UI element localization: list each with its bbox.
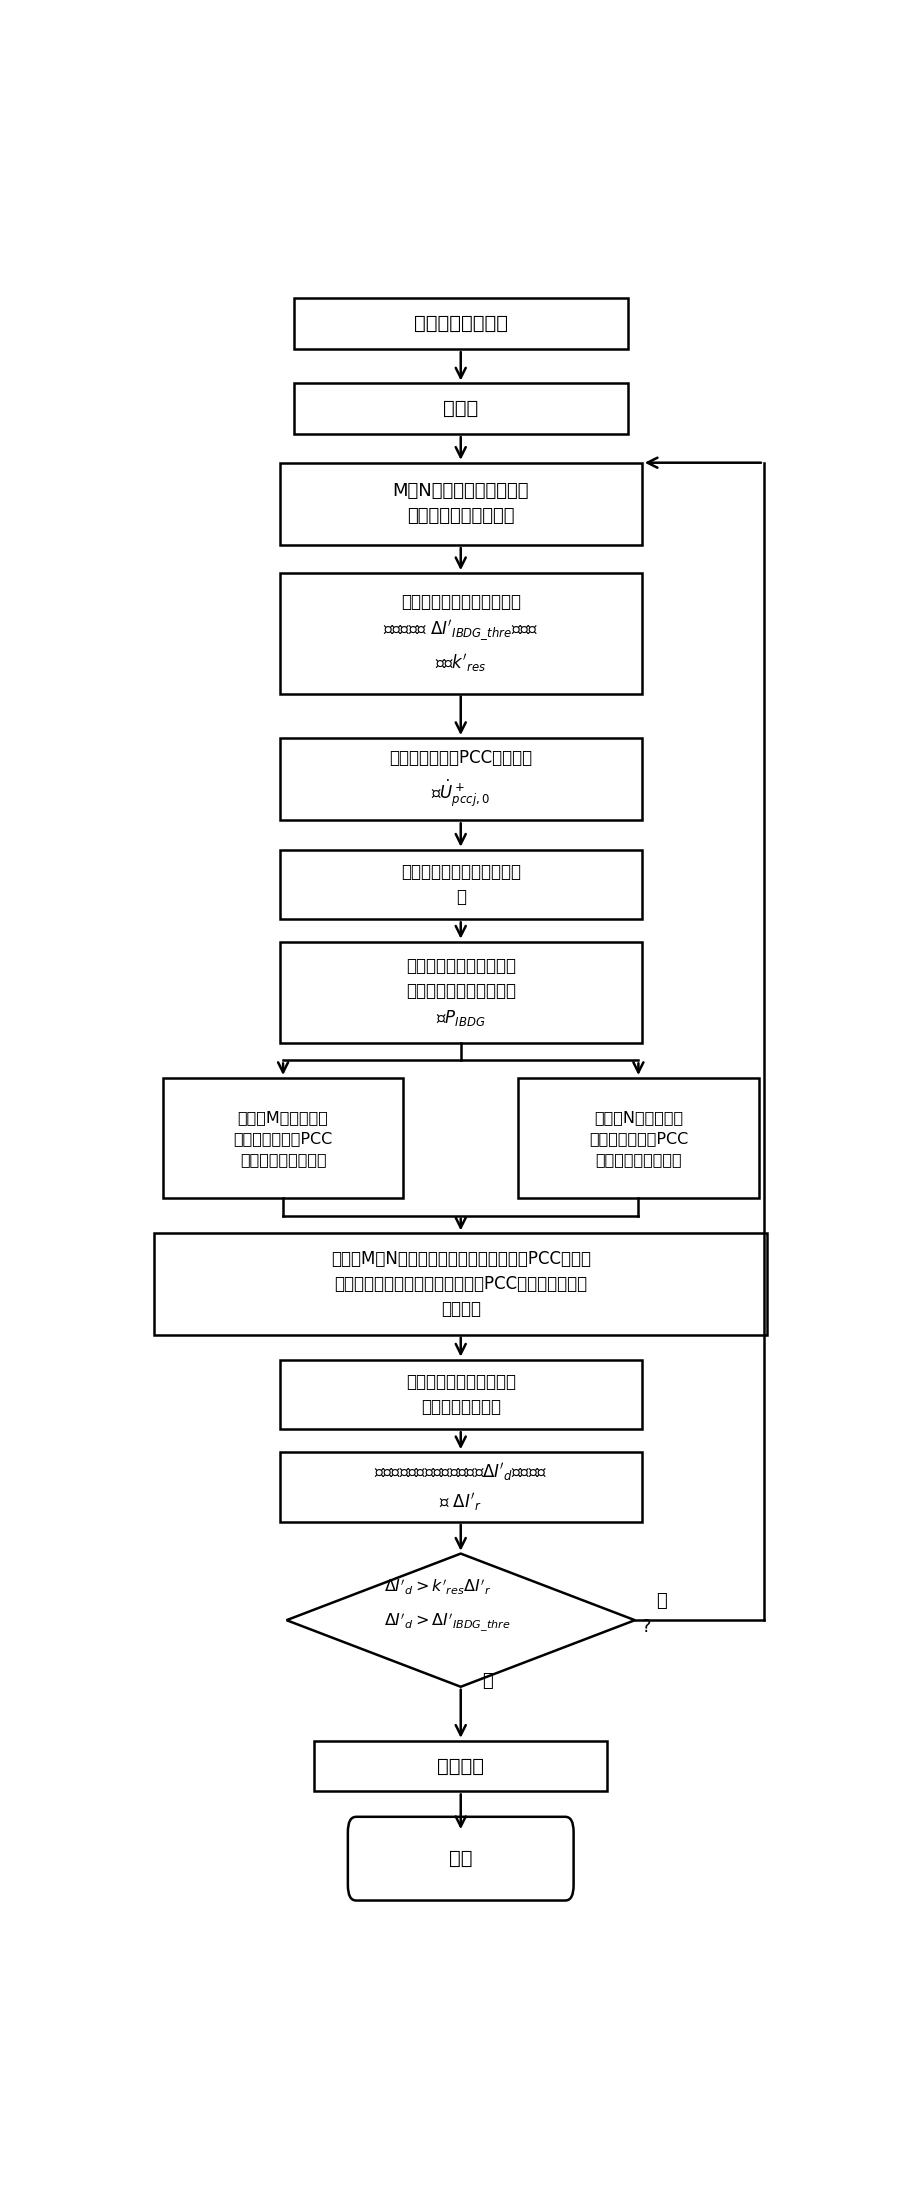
Bar — [315, 1740, 607, 1792]
Text: 结束: 结束 — [449, 1849, 473, 1869]
Text: 由母线M处的继电保
护装置推导出各PCC
的故障分量正序电压: 由母线M处的继电保 护装置推导出各PCC 的故障分量正序电压 — [234, 1109, 333, 1166]
Text: 否: 否 — [656, 1593, 666, 1610]
Bar — [518, 1078, 759, 1198]
Text: 将母线M和N处的继电保护装置推导出的各PCC的故障
分量正序电压进行比较，得到各个PCC点实际故障分量
正序电压: 将母线M和N处的继电保护装置推导出的各PCC的故障 分量正序电压进行比较，得到各… — [331, 1251, 591, 1319]
Bar — [293, 298, 628, 348]
Text: 估算分布式电源输出功率总
和: 估算分布式电源输出功率总 和 — [401, 863, 521, 905]
Bar — [280, 942, 642, 1043]
Text: $\Delta I'_d > k'_{res}\Delta I'_r$
$\Delta I'_d > \Delta I'_{IBDG\_thre}$: $\Delta I'_d > k'_{res}\Delta I'_r$ $\De… — [384, 1578, 510, 1634]
Bar — [293, 383, 628, 434]
Text: 计算故障前每个PCC的正序电
压$\dot{U}^+_{pccj,0}$: 计算故障前每个PCC的正序电 压$\dot{U}^+_{pccj,0}$ — [389, 749, 532, 808]
Text: 计算每个分布式电源的故
障分量电流估算值: 计算每个分布式电源的故 障分量电流估算值 — [405, 1374, 516, 1415]
Bar — [280, 1358, 642, 1429]
Text: 整定故障分量电流差动保护
的动作门槛 $\Delta I'_{IBDG\_thre}$和制动
系数$k'_{res}$: 整定故障分量电流差动保护 的动作门槛 $\Delta I'_{IBDG\_thr… — [383, 594, 539, 673]
Polygon shape — [287, 1553, 635, 1687]
Bar — [280, 738, 642, 819]
Bar — [280, 850, 642, 920]
Text: 初始化: 初始化 — [443, 399, 478, 418]
Bar — [280, 1453, 642, 1523]
Text: 由母线N处的继电保
护装置推导出各PCC
的故障分量正序电压: 由母线N处的继电保 护装置推导出各PCC 的故障分量正序电压 — [589, 1109, 688, 1166]
Text: ?: ? — [642, 1617, 652, 1634]
Text: 按每个分布式电源的额定
功率容量分配有功参考功
率$P_{IBDG}$: 按每个分布式电源的额定 功率容量分配有功参考功 率$P_{IBDG}$ — [405, 957, 516, 1028]
Text: 是: 是 — [482, 1672, 493, 1689]
Text: 计算线路的故障分量差动电流$\Delta I'_d$和制动电
流 $\Delta I'_r$: 计算线路的故障分量差动电流$\Delta I'_d$和制动电 流 $\Delta… — [374, 1461, 547, 1514]
Text: 保护动作: 保护动作 — [437, 1757, 485, 1775]
Bar — [155, 1234, 767, 1334]
Text: 继电保护装置上电: 继电保护装置上电 — [414, 313, 508, 333]
Bar — [280, 462, 642, 546]
Bar — [280, 574, 642, 695]
Text: M、N点保护装置进行数据
采集、处理、信息交互: M、N点保护装置进行数据 采集、处理、信息交互 — [393, 482, 529, 526]
FancyBboxPatch shape — [348, 1816, 574, 1900]
Bar — [163, 1078, 404, 1198]
